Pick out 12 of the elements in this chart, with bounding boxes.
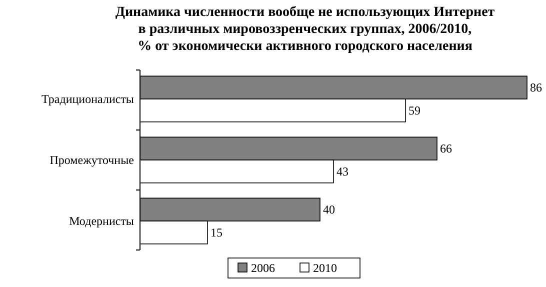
legend-label: 2006 bbox=[251, 261, 275, 275]
data-label: 43 bbox=[336, 164, 348, 178]
data-label: 66 bbox=[440, 142, 452, 156]
data-label: 86 bbox=[530, 80, 542, 95]
data-label: 40 bbox=[323, 202, 335, 217]
y-tick-label: Традиционалисты bbox=[42, 92, 134, 106]
y-tick-label: Модернисты bbox=[69, 214, 134, 228]
data-label: 59 bbox=[408, 103, 420, 118]
chart-title: Динамика численности вообще не использующих Интернет в различных мировоззренческих группах, 2006/2010, % от экономически активного городского населения bbox=[115, 5, 495, 54]
y-tick-label: Промежуточные bbox=[50, 153, 134, 167]
data-label: 15 bbox=[210, 225, 222, 240]
legend-label: 2010 bbox=[313, 261, 337, 275]
